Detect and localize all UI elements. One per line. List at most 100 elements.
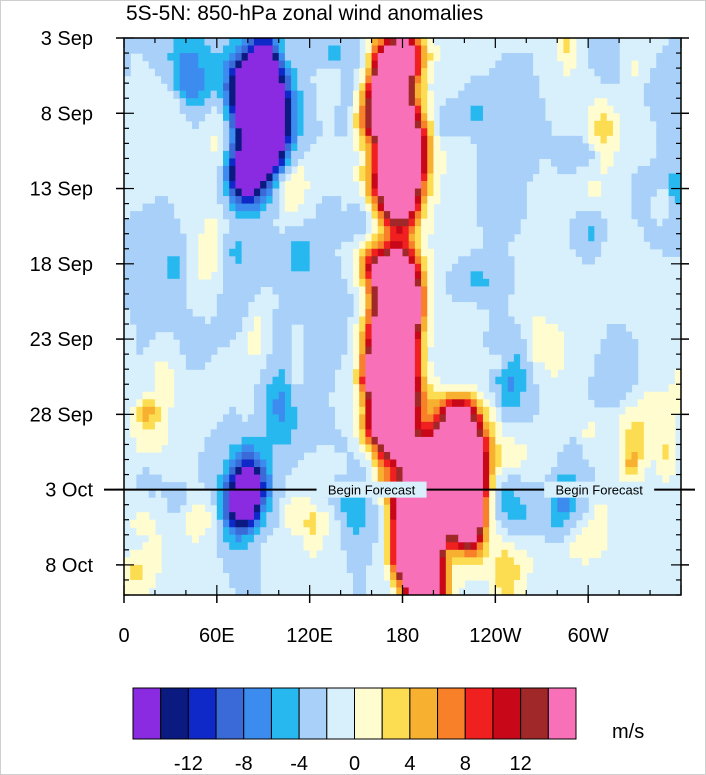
anomaly-cell	[278, 241, 286, 250]
anomaly-cell	[359, 271, 366, 280]
anomaly-cell	[328, 497, 336, 506]
anomaly-cell	[272, 436, 280, 446]
anomaly-cell	[501, 233, 509, 242]
anomaly-cell	[414, 549, 422, 558]
anomaly-cell	[501, 158, 509, 167]
anomaly-cell	[198, 346, 206, 355]
anomaly-cell	[390, 188, 397, 197]
anomaly-cell	[303, 218, 311, 227]
anomaly-cell	[266, 376, 274, 385]
anomaly-cell	[544, 527, 552, 536]
anomaly-cell	[396, 203, 404, 212]
anomaly-cell	[501, 113, 509, 122]
anomaly-cell	[241, 68, 249, 77]
anomaly-cell	[482, 572, 490, 581]
anomaly-cell	[458, 467, 465, 476]
anomaly-cell	[606, 53, 614, 62]
anomaly-cell	[650, 188, 657, 197]
anomaly-cell	[167, 308, 175, 318]
anomaly-cell	[266, 113, 274, 122]
anomaly-cell	[575, 233, 583, 242]
anomaly-cell	[421, 384, 428, 393]
anomaly-cell	[154, 557, 162, 566]
anomaly-cell	[532, 399, 540, 408]
anomaly-cell	[600, 534, 608, 543]
anomaly-cell	[631, 406, 639, 415]
anomaly-cell	[495, 150, 503, 160]
anomaly-cell	[309, 271, 317, 280]
anomaly-cell	[371, 53, 379, 62]
anomaly-cell	[241, 263, 249, 272]
anomaly-cell	[662, 241, 670, 250]
anomaly-cell	[532, 406, 540, 415]
anomaly-cell	[148, 256, 156, 265]
anomaly-cell	[526, 60, 534, 69]
anomaly-cell	[427, 53, 435, 62]
anomaly-cell	[408, 474, 416, 483]
anomaly-cell	[383, 354, 391, 363]
anomaly-cell	[643, 226, 651, 235]
anomaly-cell	[365, 248, 373, 257]
anomaly-cell	[396, 549, 404, 558]
anomaly-cell	[161, 218, 168, 227]
anomaly-cell	[148, 226, 156, 235]
anomaly-cell	[513, 75, 521, 84]
anomaly-cell	[241, 45, 249, 54]
anomaly-cell	[520, 512, 527, 521]
anomaly-cell	[445, 534, 453, 543]
anomaly-cell	[507, 542, 515, 551]
anomaly-cell	[297, 301, 305, 310]
anomaly-cell	[161, 226, 168, 235]
anomaly-cell	[303, 75, 311, 84]
anomaly-cell	[390, 549, 397, 558]
anomaly-cell	[260, 68, 267, 77]
anomaly-cell	[278, 45, 286, 54]
anomaly-cell	[328, 308, 336, 318]
anomaly-cell	[452, 429, 459, 438]
anomaly-cell	[359, 369, 366, 378]
anomaly-cell	[532, 391, 540, 400]
anomaly-cell	[297, 90, 305, 99]
anomaly-cell	[359, 346, 366, 355]
anomaly-cell	[402, 158, 410, 167]
anomaly-cell	[606, 354, 614, 363]
anomaly-cell	[210, 497, 218, 506]
anomaly-cell	[136, 399, 144, 408]
anomaly-cell	[662, 436, 670, 446]
anomaly-cell	[179, 248, 187, 257]
anomaly-cell	[427, 293, 435, 303]
anomaly-cell	[303, 391, 311, 400]
anomaly-cell	[198, 90, 206, 99]
anomaly-cell	[148, 391, 156, 400]
anomaly-cell	[173, 286, 181, 295]
anomaly-cell	[482, 173, 490, 182]
anomaly-cell	[161, 271, 168, 280]
anomaly-cell	[377, 233, 385, 242]
begin-forecast-label: Begin Forecast	[555, 483, 643, 498]
anomaly-cell	[563, 459, 571, 468]
anomaly-cell	[643, 414, 651, 423]
y-tick-label: 8 Oct	[45, 555, 93, 577]
anomaly-cell	[247, 263, 255, 272]
anomaly-cell	[365, 233, 373, 242]
anomaly-cell	[489, 263, 496, 272]
anomaly-cell	[377, 128, 385, 137]
anomaly-cell	[352, 414, 360, 423]
anomaly-cell	[377, 436, 385, 446]
anomaly-cell	[161, 263, 168, 272]
anomaly-cell	[470, 421, 478, 431]
anomaly-cell	[328, 301, 336, 310]
anomaly-cell	[513, 587, 521, 595]
anomaly-cell	[619, 361, 626, 370]
anomaly-cell	[371, 504, 379, 513]
anomaly-cell	[396, 98, 404, 107]
anomaly-cell	[253, 467, 261, 476]
anomaly-cell	[433, 489, 441, 498]
anomaly-cell	[408, 181, 416, 190]
anomaly-cell	[235, 527, 243, 536]
anomaly-cell	[179, 308, 187, 318]
anomaly-cell	[266, 203, 274, 212]
anomaly-cell	[173, 489, 181, 498]
anomaly-cell	[458, 113, 465, 122]
